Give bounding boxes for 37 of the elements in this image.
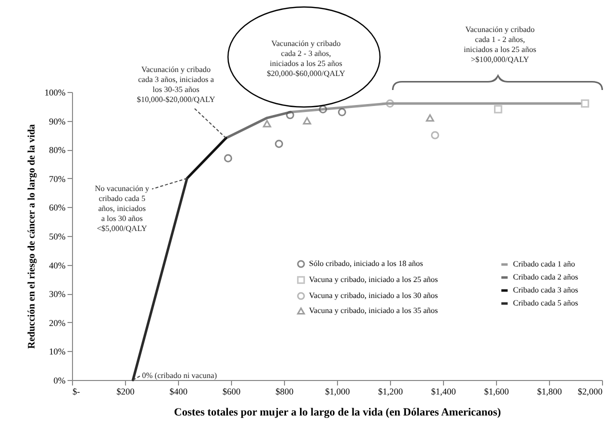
y-tick-label: 80% bbox=[49, 145, 66, 156]
x-tick-label: $600 bbox=[222, 386, 241, 396]
legend-label: Cribado cada 5 años bbox=[513, 298, 578, 308]
legend-label: Vacuna y cribado, iniciado a los 25 años bbox=[309, 275, 438, 284]
legend-label: Cribado cada 3 años bbox=[513, 286, 578, 294]
y-tick-label: 60% bbox=[49, 202, 66, 213]
y-tick-label: 90% bbox=[49, 116, 66, 126]
text: Vacunación y cribado cada 2 - 3 años, iniciados a los 25 años $20,000-$60,000/QALY bbox=[266, 39, 346, 78]
legend-label: Sólo cribado, iniciado a los 18 años bbox=[309, 259, 423, 268]
x-tick-label: $1,800 bbox=[537, 386, 562, 396]
annotation: 0% (cribado ni vacuna) bbox=[142, 371, 218, 380]
annotation: No vacunación y cribado cada 5 años, iniciados a los 30 años <$5,000/QALY bbox=[94, 184, 150, 233]
y-tick-label: 30% bbox=[49, 289, 66, 300]
y-tick-label: 50% bbox=[49, 232, 66, 242]
y-axis-title: Reducción en el riesgo de cáncer a lo largo de la vida bbox=[26, 124, 38, 349]
legend-label: Cribado cada 1 año bbox=[513, 260, 575, 268]
y-tick-label: 40% bbox=[49, 260, 66, 270]
x-tick-label: $2,000 bbox=[578, 386, 603, 396]
text: Vacunación y cribado cada 1 - 2 años, iniciados a los 25 años >$100,000/QALY bbox=[464, 25, 536, 64]
y-tick-label: 20% bbox=[49, 318, 66, 328]
x-tick-label: $1,200 bbox=[378, 386, 404, 396]
legend-label: Vacuna y cribado, iniciado a los 35 años bbox=[309, 306, 438, 315]
y-tick-label: 0% bbox=[54, 376, 66, 386]
x-tick-label: $800 bbox=[276, 386, 294, 396]
legend-label: Vacuna y cribado, iniciado a los 30 años bbox=[309, 291, 438, 300]
y-tick-label: 100% bbox=[44, 88, 66, 98]
x-tick-label: $1,000 bbox=[325, 386, 350, 396]
x-tick-label: $200 bbox=[116, 386, 135, 396]
y-tick-label: 10% bbox=[49, 346, 66, 357]
x-axis-title: Costes totales por mujer a lo largo de la vida (en Dólares Americanos) bbox=[174, 406, 502, 418]
x-tick-label: $400 bbox=[170, 386, 188, 396]
annotation: Vacunación y cribado cada 3 años, iniciados a los 30-35 años $10,000-$20,000/QALY bbox=[136, 65, 216, 104]
x-tick-label: $- bbox=[72, 386, 80, 396]
x-tick-label: $1,600 bbox=[484, 386, 510, 396]
y-tick-label: 70% bbox=[49, 174, 66, 184]
legend-label: Cribado cada 2 años bbox=[513, 272, 578, 282]
x-tick-label: $1,400 bbox=[431, 386, 456, 396]
